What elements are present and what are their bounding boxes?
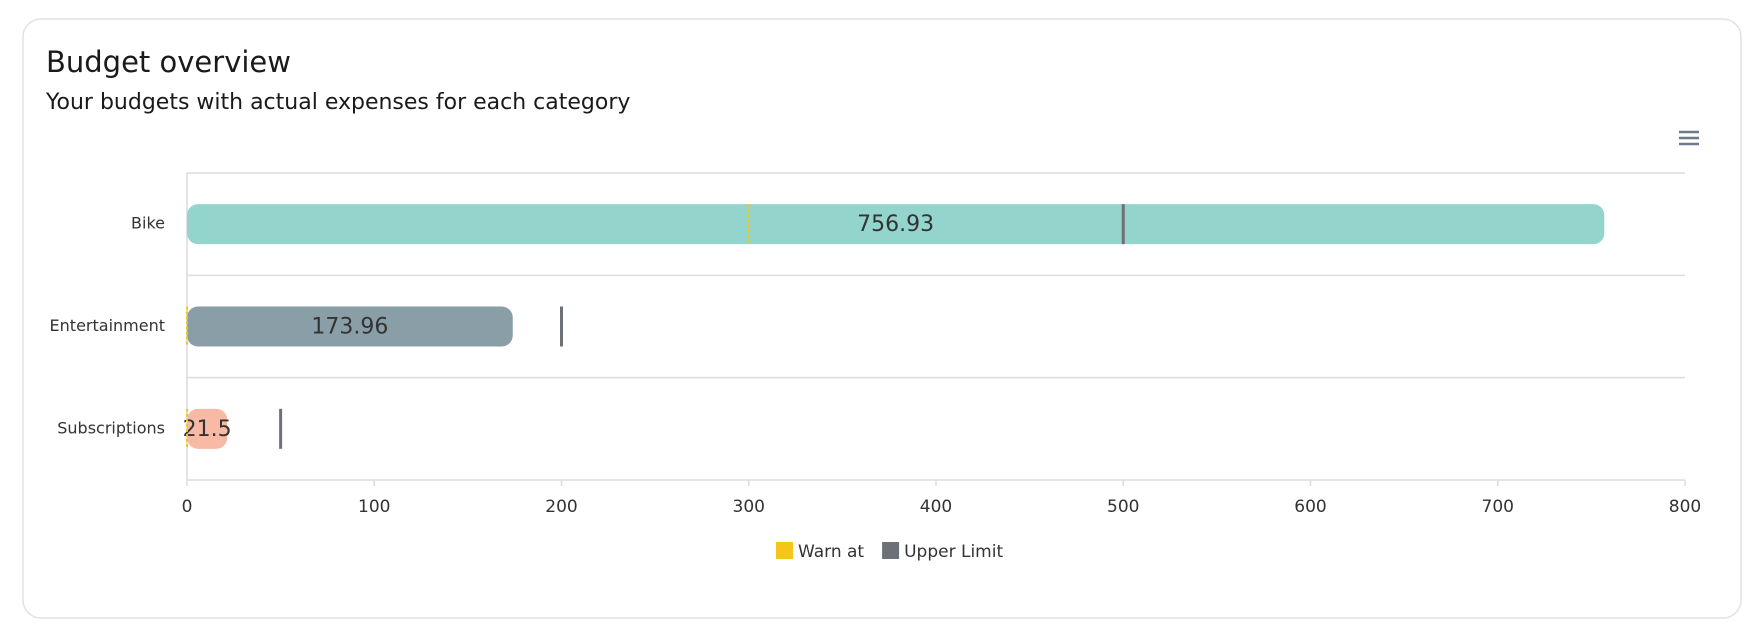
chart-subtitle: Your budgets with actual expenses for ea… (45, 90, 630, 115)
y-tick-label: Bike (131, 214, 165, 233)
bar (187, 204, 1605, 245)
x-tick-label: 800 (1669, 497, 1701, 517)
x-tick-label: 200 (545, 497, 577, 517)
data-label: 21.5 (183, 417, 232, 442)
card (22, 18, 1742, 619)
legend-swatch (776, 542, 793, 559)
x-tick-label: 700 (1482, 497, 1514, 517)
data-label: 756.93 (857, 212, 934, 237)
chart-title: Budget overview (46, 45, 291, 79)
legend-label: Upper Limit (904, 542, 1003, 562)
y-tick-label: Subscriptions (57, 418, 165, 437)
x-tick-label: 0 (182, 497, 193, 517)
legend-swatch (882, 542, 900, 559)
x-tick-label: 100 (358, 497, 390, 517)
bar (187, 408, 228, 449)
x-tick-label: 400 (920, 497, 952, 517)
x-tick-label: 500 (1107, 497, 1139, 517)
x-tick-label: 600 (1294, 497, 1326, 517)
bar (187, 306, 513, 347)
legend-label: Warn at (798, 542, 864, 562)
y-tick-label: Entertainment (50, 316, 165, 335)
menu-icon[interactable] (1679, 130, 1699, 146)
x-tick-label: 300 (733, 497, 765, 517)
data-label: 173.96 (311, 315, 388, 340)
